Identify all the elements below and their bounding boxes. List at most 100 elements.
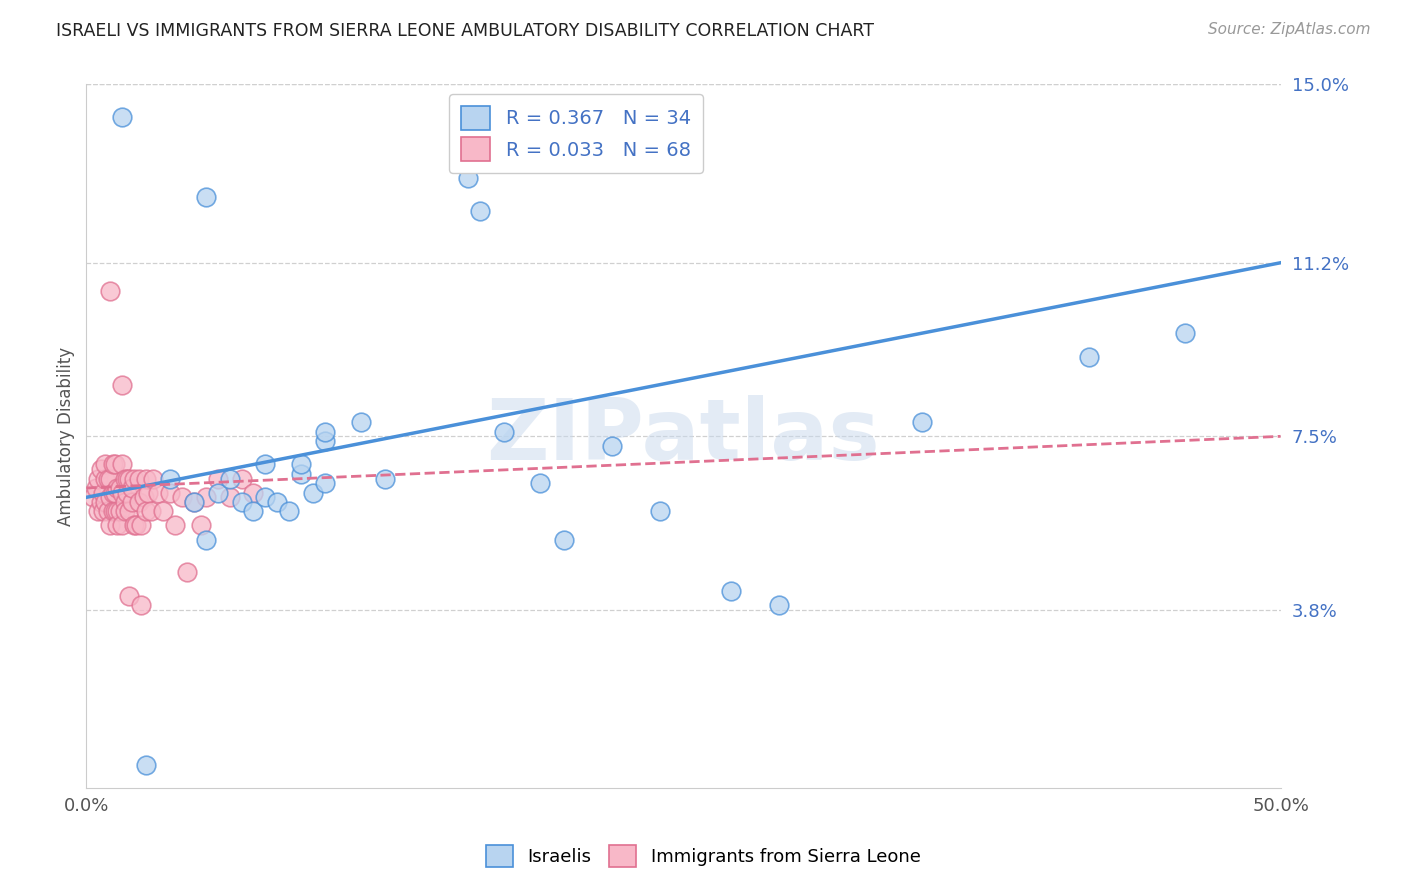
Point [118, 504, 141, 518]
Point [290, 458, 312, 472]
Point [314, 434, 336, 448]
Point [159, 485, 181, 500]
Point [163, 518, 186, 533]
Point [183, 495, 205, 509]
Point [108, 504, 131, 518]
Point [231, 495, 253, 509]
Point [94, 472, 117, 486]
Point [218, 472, 240, 486]
Point [101, 504, 124, 518]
Legend: Israelis, Immigrants from Sierra Leone: Israelis, Immigrants from Sierra Leone [478, 838, 928, 874]
Point [118, 472, 141, 486]
Point [648, 504, 671, 518]
Text: ISRAELI VS IMMIGRANTS FROM SIERRA LEONE AMBULATORY DISABILITY CORRELATION CHART: ISRAELI VS IMMIGRANTS FROM SIERRA LEONE … [56, 22, 875, 40]
Point [111, 518, 134, 533]
Point [98, 491, 121, 505]
Point [768, 599, 790, 613]
Point [90, 462, 112, 476]
Y-axis label: Ambulatory Disability: Ambulatory Disability [58, 347, 75, 526]
Point [129, 518, 152, 533]
Point [111, 458, 134, 472]
Point [114, 495, 136, 509]
Point [457, 171, 479, 186]
Point [101, 458, 124, 472]
Point [132, 491, 155, 505]
Point [128, 472, 150, 486]
Point [98, 472, 121, 486]
Point [374, 472, 396, 486]
Point [218, 491, 240, 505]
Point [1174, 326, 1197, 340]
Point [1078, 350, 1101, 364]
Point [104, 485, 127, 500]
Point [159, 472, 181, 486]
Text: Source: ZipAtlas.com: Source: ZipAtlas.com [1208, 22, 1371, 37]
Point [115, 472, 138, 486]
Point [97, 504, 120, 518]
Point [911, 415, 934, 429]
Point [146, 485, 169, 500]
Point [470, 204, 492, 219]
Point [494, 425, 516, 439]
Point [190, 518, 212, 533]
Point [114, 472, 136, 486]
Point [87, 472, 110, 486]
Point [529, 476, 551, 491]
Point [350, 415, 373, 429]
Point [94, 495, 117, 509]
Point [194, 491, 217, 505]
Point [82, 491, 104, 505]
Point [101, 485, 124, 500]
Point [91, 485, 114, 500]
Point [125, 518, 148, 533]
Point [135, 472, 157, 486]
Point [118, 589, 141, 603]
Point [135, 757, 157, 772]
Point [105, 518, 128, 533]
Point [111, 110, 134, 124]
Point [105, 481, 128, 495]
Point [266, 495, 288, 509]
Point [138, 485, 160, 500]
Point [600, 439, 623, 453]
Point [97, 472, 120, 486]
Point [139, 504, 162, 518]
Point [207, 472, 229, 486]
Point [98, 518, 121, 533]
Point [254, 458, 277, 472]
Point [108, 481, 131, 495]
Point [115, 485, 138, 500]
Point [105, 504, 128, 518]
Point [121, 481, 143, 495]
Point [302, 485, 325, 500]
Point [314, 425, 336, 439]
Point [152, 504, 174, 518]
Point [98, 284, 121, 298]
Point [207, 485, 229, 500]
Point [90, 495, 112, 509]
Point [142, 472, 165, 486]
Legend: R = 0.367   N = 34, R = 0.033   N = 68: R = 0.367 N = 34, R = 0.033 N = 68 [450, 95, 703, 173]
Point [129, 599, 152, 613]
Point [84, 481, 107, 495]
Point [231, 472, 253, 486]
Point [314, 476, 336, 491]
Point [128, 495, 150, 509]
Point [87, 504, 110, 518]
Text: ZIPatlas: ZIPatlas [486, 395, 880, 478]
Point [122, 472, 145, 486]
Point [111, 485, 134, 500]
Point [183, 495, 205, 509]
Point [242, 504, 264, 518]
Point [111, 377, 134, 392]
Point [242, 485, 264, 500]
Point [94, 458, 117, 472]
Point [278, 504, 301, 518]
Point [290, 467, 312, 481]
Point [176, 566, 198, 580]
Point [104, 504, 127, 518]
Point [254, 491, 277, 505]
Point [122, 518, 145, 533]
Point [104, 458, 127, 472]
Point [170, 491, 193, 505]
